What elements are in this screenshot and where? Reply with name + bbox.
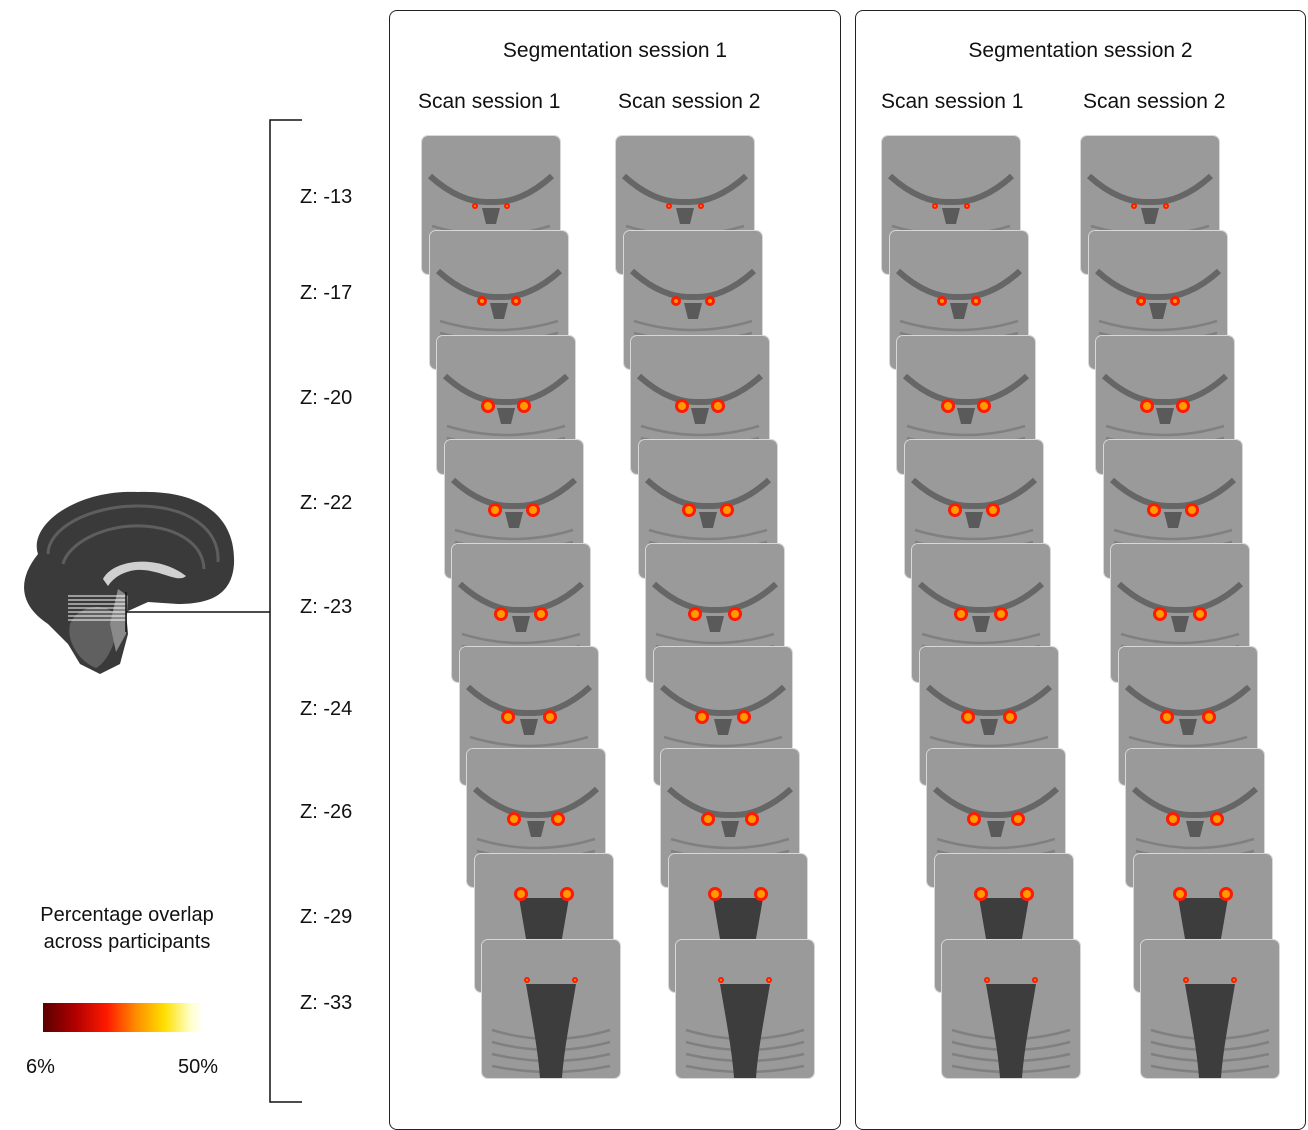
z-label: Z: -23 xyxy=(300,596,353,618)
slice-bracket xyxy=(269,119,302,1103)
column-header: Scan session 1 xyxy=(418,90,561,113)
panel-title: Segmentation session 2 xyxy=(968,39,1193,62)
z-label: Z: -13 xyxy=(300,186,353,208)
colorbar-max-label: 50% xyxy=(178,1056,219,1078)
sagittal-brain-thumbnail xyxy=(24,491,270,674)
z-label: Z: -26 xyxy=(300,801,353,823)
legend-title-line: across participants xyxy=(43,931,211,953)
z-label: Z: -22 xyxy=(300,492,353,514)
z-label: Z: -20 xyxy=(300,387,353,409)
z-label: Z: -17 xyxy=(300,282,353,304)
z-label: Z: -33 xyxy=(300,992,353,1014)
axial-slice-image xyxy=(676,940,814,1078)
segmentation-panel-1: Segmentation session 1 Scan session 1 Sc… xyxy=(389,10,841,1130)
axial-slice-image xyxy=(942,940,1080,1078)
colorbar xyxy=(43,1003,203,1032)
legend-title: Percentage overlap across participants xyxy=(22,902,232,956)
column-header: Scan session 1 xyxy=(881,90,1024,113)
legend-title-line: Percentage overlap xyxy=(40,904,214,926)
z-label: Z: -29 xyxy=(300,906,353,928)
column-header: Scan session 2 xyxy=(618,90,761,113)
column-header: Scan session 2 xyxy=(1083,90,1226,113)
segmentation-panel-2: Segmentation session 2 Scan session 1 Sc… xyxy=(855,10,1306,1130)
z-label: Z: -24 xyxy=(300,698,353,720)
axial-slice-image xyxy=(1141,940,1279,1078)
panel-title: Segmentation session 1 xyxy=(502,39,728,62)
colorbar-min-label: 6% xyxy=(26,1056,55,1078)
axial-slice-image xyxy=(482,940,620,1078)
